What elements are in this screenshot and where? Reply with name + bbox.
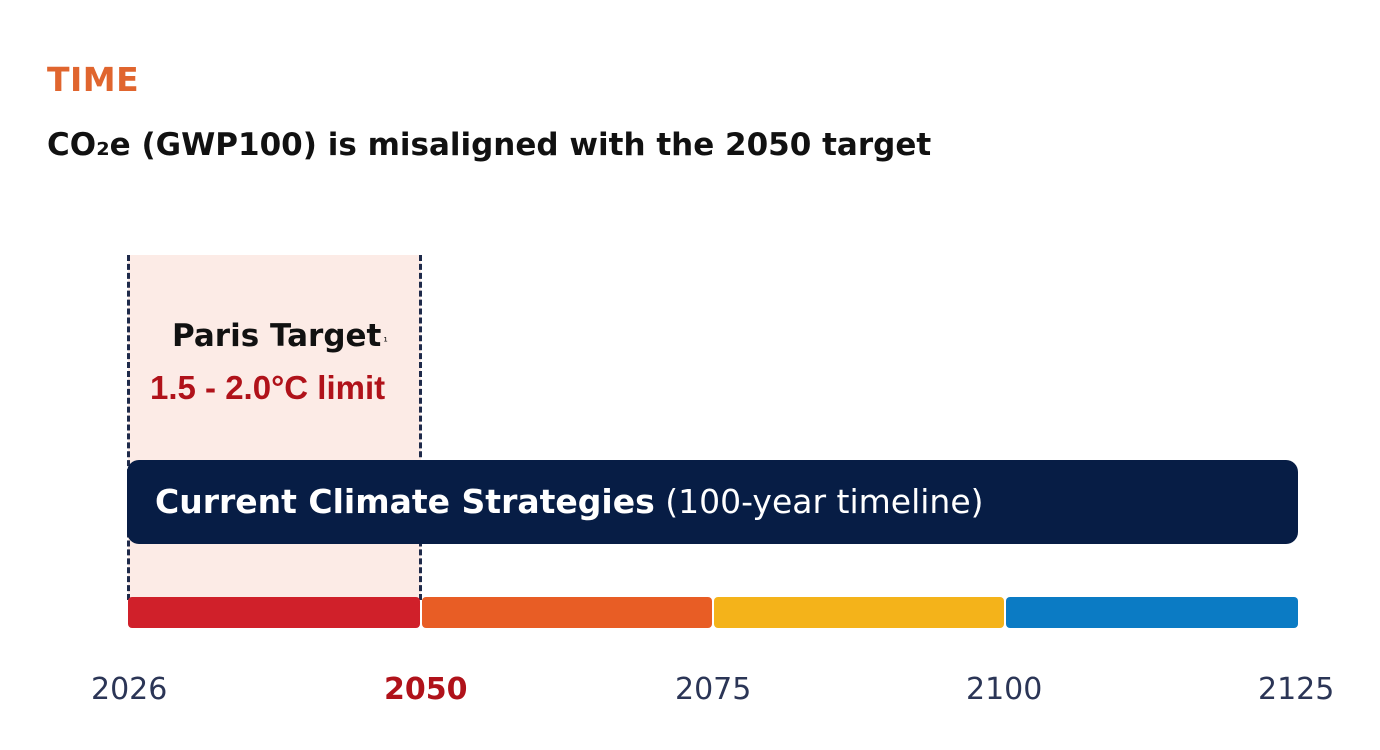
tick-label-2050: 2050: [384, 672, 468, 707]
timeline-segment-2026-2050: [128, 597, 420, 628]
timeline-segment-2050-2075: [422, 597, 712, 628]
section-label: TIME: [47, 60, 140, 99]
current-strategies-label: Current Climate Strategies (100-year tim…: [155, 480, 984, 524]
paris-target-title-text: Paris Target: [172, 318, 382, 354]
timeline-segment-2075-2100: [714, 597, 1004, 628]
paris-target-zone: [128, 255, 421, 600]
paris-start-dashed-line: [127, 255, 130, 600]
paris-end-dashed-line: [419, 255, 422, 600]
footnote-marker: ¹: [383, 335, 388, 348]
tick-label-2026: 2026: [91, 672, 168, 707]
paris-target-title: Paris Target ¹: [172, 316, 388, 356]
strategies-bold-text: Current Climate Strategies: [155, 482, 655, 521]
paris-temperature-limit: 1.5 - 2.0°C limit: [150, 369, 386, 406]
tick-label-2075: 2075: [675, 672, 752, 707]
strategies-timeline-text: (100-year timeline): [654, 482, 984, 521]
current-strategies-bar: Current Climate Strategies (100-year tim…: [127, 460, 1298, 544]
headline: CO₂e (GWP100) is misaligned with the 205…: [47, 127, 932, 163]
tick-label-2125: 2125: [1258, 672, 1335, 707]
tick-label-2100: 2100: [966, 672, 1043, 707]
timeline-segment-2100-2125: [1006, 597, 1298, 628]
